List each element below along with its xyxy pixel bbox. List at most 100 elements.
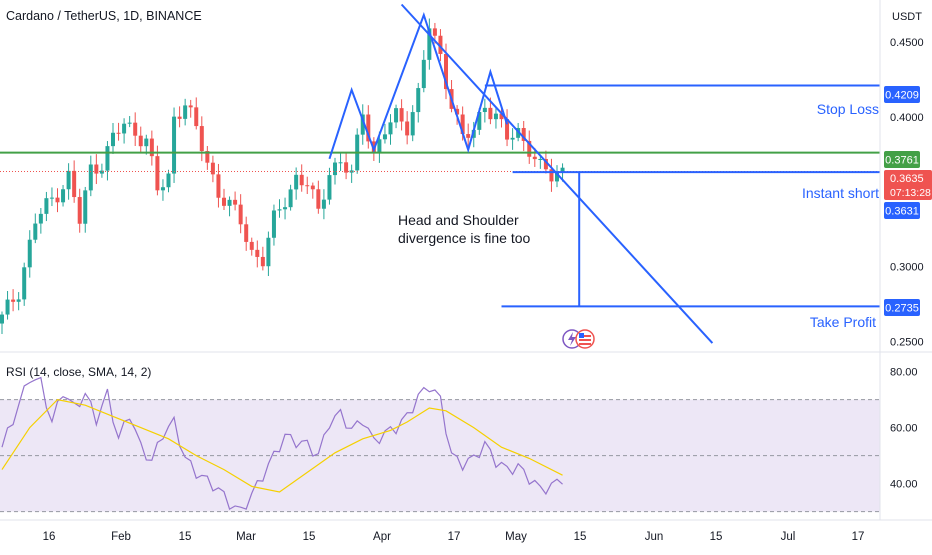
candle-body: [5, 299, 10, 315]
candle-body: [560, 167, 565, 173]
candle-body: [210, 162, 215, 175]
candle-body: [271, 210, 276, 238]
price-tick-label: 0.4500: [890, 37, 924, 49]
candle-body: [305, 185, 310, 187]
candle-body: [183, 105, 188, 119]
candle-body: [83, 190, 88, 224]
candle-body: [238, 204, 243, 225]
candle-body: [16, 299, 21, 302]
candle-body: [55, 197, 60, 203]
candle-body: [33, 223, 38, 240]
candle-body: [466, 134, 471, 138]
falling-trendline[interactable]: [400, 3, 714, 344]
candle-body: [66, 170, 71, 190]
date-tick-label: 17: [448, 531, 461, 543]
rsi-tick-label: 80.00: [890, 367, 918, 379]
candle-body: [333, 162, 337, 176]
candle-body: [410, 112, 415, 136]
take-profit-badge: 0.2735: [884, 299, 920, 316]
candle-body: [516, 128, 521, 138]
candle-body: [44, 198, 49, 214]
rsi-tick-label: 40.00: [890, 479, 918, 491]
date-tick-label: 17: [852, 531, 865, 543]
candle-body: [144, 138, 149, 147]
countdown-text: 07:13:28: [890, 187, 931, 199]
take-profit-label[interactable]: Take Profit: [810, 314, 876, 330]
candle-body: [505, 119, 510, 140]
note-line-2[interactable]: divergence is fine too: [398, 230, 531, 246]
candle-body: [260, 256, 265, 267]
note-line-1[interactable]: Head and Shoulder: [398, 212, 519, 228]
candle-body: [160, 187, 165, 191]
candle-body: [77, 197, 82, 224]
date-tick-label: Apr: [373, 531, 391, 543]
instant-short-badge-text: 0.3631: [885, 206, 919, 218]
candle-body: [133, 122, 138, 136]
candle-body: [127, 122, 132, 124]
candle-body: [377, 139, 382, 154]
time-scale[interactable]: 16 Feb 15 Mar 15 Apr 17 May 15 Jun 15 Jul 17: [43, 531, 865, 543]
candle-body: [216, 174, 221, 198]
candle-body: [227, 199, 232, 206]
candle-body: [527, 140, 532, 157]
head-shoulders-drawing[interactable]: [328, 11, 509, 160]
candle-body: [555, 172, 559, 182]
date-tick-label: 15: [710, 531, 723, 543]
flag-stripe-icon: [579, 339, 591, 341]
candle-body: [266, 237, 271, 267]
date-tick-label: 15: [179, 531, 192, 543]
candle-body: [299, 174, 304, 186]
symbol-title: Cardano / TetherUS, 1D, BINANCE: [6, 9, 202, 23]
candle-body: [482, 107, 487, 113]
candle-body: [149, 138, 154, 157]
date-tick-label: Jul: [781, 531, 796, 543]
candle-body: [310, 185, 315, 190]
candle-body: [255, 249, 260, 257]
candle-body: [321, 199, 326, 209]
candle-body: [105, 146, 110, 171]
candle-body: [194, 107, 199, 127]
instant-short-badge: 0.3631: [884, 202, 920, 219]
flag-stripe-icon: [579, 343, 591, 345]
candle-body: [532, 156, 537, 160]
rsi-sma-line: [1, 398, 563, 493]
candle-body: [11, 299, 16, 302]
candle-body: [188, 105, 193, 108]
rsi-band: [0, 399, 880, 512]
candle-body: [510, 137, 515, 140]
candle-body: [382, 134, 387, 140]
candle-body: [399, 108, 404, 122]
candle-body: [138, 135, 143, 147]
stop-loss-badge: 0.4209: [884, 86, 920, 103]
candle-body: [543, 158, 548, 170]
candle-body: [488, 107, 493, 120]
last-price-badge: 0.3635 07:13:28: [884, 170, 932, 200]
candle-body: [366, 114, 371, 142]
candle-body: [38, 213, 43, 224]
candle-body: [432, 28, 437, 36]
rsi-title: RSI (14, close, SMA, 14, 2): [6, 365, 151, 379]
candle-body: [49, 197, 54, 199]
currency-label: USDT: [892, 11, 922, 23]
candle-body: [172, 116, 177, 174]
instant-short-label[interactable]: Instant short: [802, 185, 879, 201]
events-icon-group[interactable]: [562, 329, 595, 349]
candle-body: [88, 164, 93, 191]
take-profit-badge-text: 0.2735: [885, 303, 919, 315]
candle-body: [244, 224, 249, 242]
candle-body: [111, 132, 115, 147]
price-tick-label: 0.3000: [890, 262, 924, 274]
candle-body: [27, 239, 32, 268]
candle-body: [283, 207, 288, 210]
date-tick-label: 15: [303, 531, 316, 543]
rsi-scale[interactable]: 80.00 60.00 40.00: [890, 367, 918, 491]
rsi-lines: [1, 376, 563, 510]
candles: [0, 18, 565, 335]
stop-loss-badge-text: 0.4209: [885, 90, 919, 102]
price-scale[interactable]: 0.4500 0.4000 0.3000 0.2500: [890, 37, 924, 349]
candle-body: [477, 112, 482, 130]
stop-loss-label[interactable]: Stop Loss: [817, 101, 879, 117]
candle-body: [416, 88, 421, 113]
candle-body: [549, 169, 554, 182]
